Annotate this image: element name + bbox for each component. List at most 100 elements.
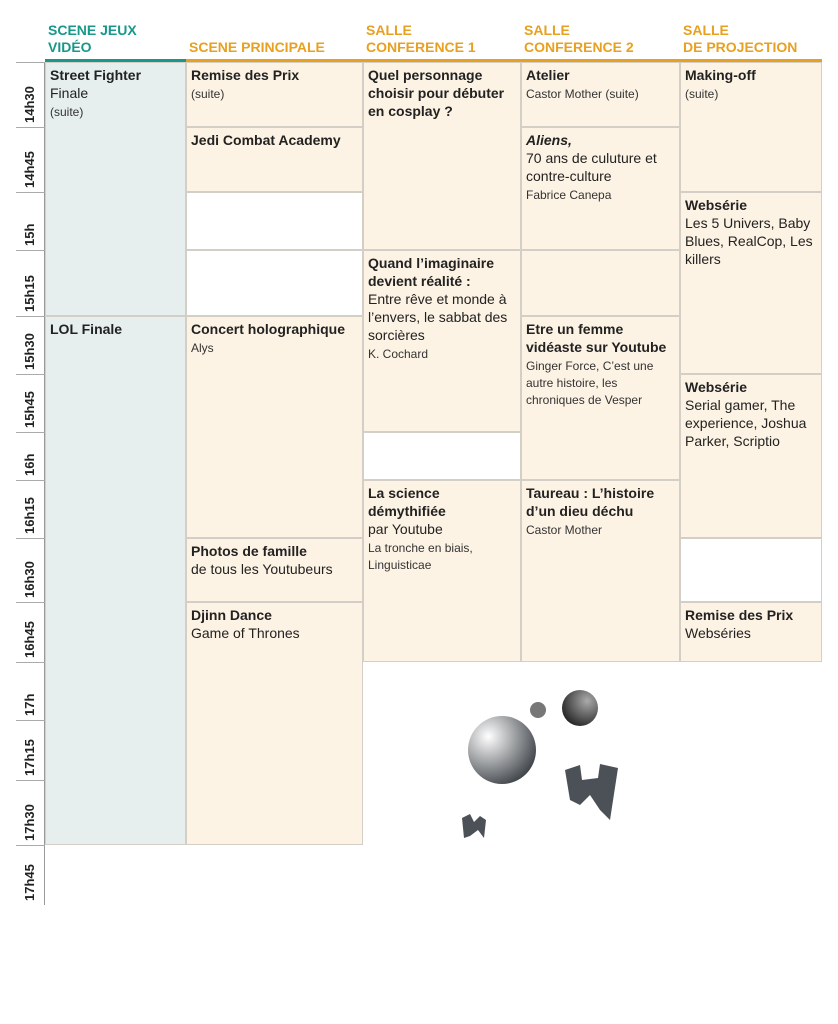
event-title: LOL Finale bbox=[50, 321, 123, 337]
event-note: Castor Mother bbox=[526, 523, 603, 537]
event-cell: Taureau : L’histoire d’un dieu déchu Cast… bbox=[521, 480, 680, 662]
event-cell: Concert holographique Alys bbox=[186, 316, 363, 538]
empty-slot bbox=[363, 432, 521, 480]
time-tick bbox=[16, 538, 45, 539]
time-tick bbox=[16, 602, 45, 603]
empty-slot bbox=[521, 250, 680, 316]
header-line: CONFERENCE 1 bbox=[366, 39, 476, 55]
event-title: La science démythifiée bbox=[368, 485, 446, 519]
time-label: 14h45 bbox=[22, 151, 37, 188]
event-subtitle: par Youtube bbox=[368, 521, 443, 537]
time-tick bbox=[16, 62, 45, 63]
event-subtitle: 70 ans de culuture et contre-culture bbox=[526, 150, 657, 184]
event-cell: Atelier Castor Mother (suite) bbox=[521, 62, 680, 127]
time-label: 17h15 bbox=[22, 739, 37, 776]
time-tick bbox=[16, 192, 45, 193]
time-label: 16h45 bbox=[22, 621, 37, 658]
time-label: 16h30 bbox=[22, 561, 37, 598]
illustration bbox=[462, 690, 618, 838]
event-note: (suite) bbox=[685, 87, 719, 101]
event-cell: LOL Finale bbox=[45, 316, 186, 845]
event-note: (suite) bbox=[50, 105, 84, 119]
event-title: Quel personnage choisir pour débuter en … bbox=[368, 67, 505, 119]
event-subtitle: de tous les Youtubeurs bbox=[191, 561, 333, 577]
event-title: Aliens, bbox=[526, 132, 572, 148]
event-subtitle: Les 5 Univers, Baby Blues, RealCop, Les … bbox=[685, 215, 813, 267]
time-tick bbox=[16, 316, 45, 317]
time-label: 16h15 bbox=[22, 497, 37, 534]
time-label: 15h45 bbox=[22, 391, 37, 428]
time-label: 15h30 bbox=[22, 333, 37, 370]
column-header: SALLE CONFERENCE 2 bbox=[521, 15, 680, 62]
event-subtitle: Webséries bbox=[685, 625, 751, 641]
event-title: Atelier bbox=[526, 67, 570, 83]
column-header: SCENE PRINCIPALE bbox=[186, 15, 363, 62]
event-note: La tronche en biais, Linguisticae bbox=[368, 541, 473, 572]
event-cell: Jedi Combat Academy bbox=[186, 127, 363, 192]
event-cell: Quand l’imaginaire devient réalité : Entr… bbox=[363, 250, 521, 432]
header-line: SALLE bbox=[683, 22, 729, 38]
header-line: CONFERENCE 2 bbox=[524, 39, 634, 55]
event-cell: Quel personnage choisir pour débuter en … bbox=[363, 62, 521, 250]
event-cell: Etre un femme vidéaste sur Youtube Ginger… bbox=[521, 316, 680, 480]
time-tick bbox=[16, 250, 45, 251]
event-title: Djinn Dance bbox=[191, 607, 272, 623]
event-cell: La science démythifiée par Youtube La tron… bbox=[363, 480, 521, 662]
time-label: 14h30 bbox=[22, 86, 37, 123]
event-note: Alys bbox=[191, 341, 214, 355]
event-title: Remise des Prix bbox=[191, 67, 300, 83]
event-title: Jedi Combat Academy bbox=[191, 132, 341, 148]
event-subtitle: Game of Thrones bbox=[191, 625, 300, 641]
column-header: SALLE CONFERENCE 1 bbox=[363, 15, 521, 62]
event-note: K. Cochard bbox=[368, 347, 429, 361]
event-title: Taureau : L’histoire d’un dieu déchu bbox=[526, 485, 655, 519]
empty-slot bbox=[186, 192, 363, 250]
event-cell: Aliens, 70 ans de culuture et contre-cult… bbox=[521, 127, 680, 250]
header-line: SALLE bbox=[524, 22, 570, 38]
event-title: Photos de famille bbox=[191, 543, 307, 559]
event-subtitle: Finale bbox=[50, 85, 89, 101]
event-cell: Photos de famille de tous les Youtubeurs bbox=[186, 538, 363, 602]
event-cell: Websérie Les 5 Univers, Baby Blues, RealC… bbox=[680, 192, 822, 374]
time-tick bbox=[16, 374, 45, 375]
event-cell: Making-off (suite) bbox=[680, 62, 822, 192]
header-line: DE PROJECTION bbox=[683, 39, 798, 55]
time-label: 16h bbox=[22, 453, 37, 476]
time-label: 15h15 bbox=[22, 275, 37, 312]
event-cell: Websérie Serial gamer, The experience, Jo… bbox=[680, 374, 822, 538]
event-note: Castor Mother (suite) bbox=[526, 87, 639, 101]
column-header: SALLE DE PROJECTION bbox=[680, 15, 822, 62]
column-header: SCENE JEUX VIDÉO bbox=[45, 15, 186, 62]
header-line: VIDÉO bbox=[48, 39, 92, 55]
time-tick bbox=[16, 662, 45, 663]
time-tick bbox=[16, 127, 45, 128]
event-title: Making-off bbox=[685, 67, 756, 83]
header-line: SCENE JEUX bbox=[48, 22, 137, 38]
time-label: 17h45 bbox=[22, 864, 37, 901]
empty-slot bbox=[186, 250, 363, 316]
time-label: 15h bbox=[22, 223, 37, 246]
event-note: (suite) bbox=[191, 87, 225, 101]
event-cell: Remise des Prix Webséries bbox=[680, 602, 822, 662]
header-line: SCENE PRINCIPALE bbox=[189, 39, 325, 55]
event-title: Websérie bbox=[685, 197, 747, 213]
event-title: Street Fighter bbox=[50, 67, 142, 83]
time-tick bbox=[16, 845, 45, 846]
time-label: 17h bbox=[22, 693, 37, 716]
event-cell: Djinn Dance Game of Thrones bbox=[186, 602, 363, 845]
time-tick bbox=[16, 480, 45, 481]
time-tick bbox=[16, 432, 45, 433]
event-subtitle: Serial gamer, The experience, Joshua Par… bbox=[685, 397, 807, 449]
time-tick bbox=[16, 720, 45, 721]
event-note: Ginger Force, C’est une autre histoire, … bbox=[526, 359, 654, 407]
empty-slot bbox=[680, 538, 822, 602]
event-cell: Remise des Prix (suite) bbox=[186, 62, 363, 127]
time-label: 17h30 bbox=[22, 804, 37, 841]
header-line: SALLE bbox=[366, 22, 412, 38]
event-title: Etre un femme vidéaste sur Youtube bbox=[526, 321, 667, 355]
time-tick bbox=[16, 780, 45, 781]
event-title: Websérie bbox=[685, 379, 747, 395]
event-cell: Street Fighter Finale (suite) bbox=[45, 62, 186, 316]
event-subtitle: Entre rêve et monde à l’envers, le sabba… bbox=[368, 291, 508, 343]
